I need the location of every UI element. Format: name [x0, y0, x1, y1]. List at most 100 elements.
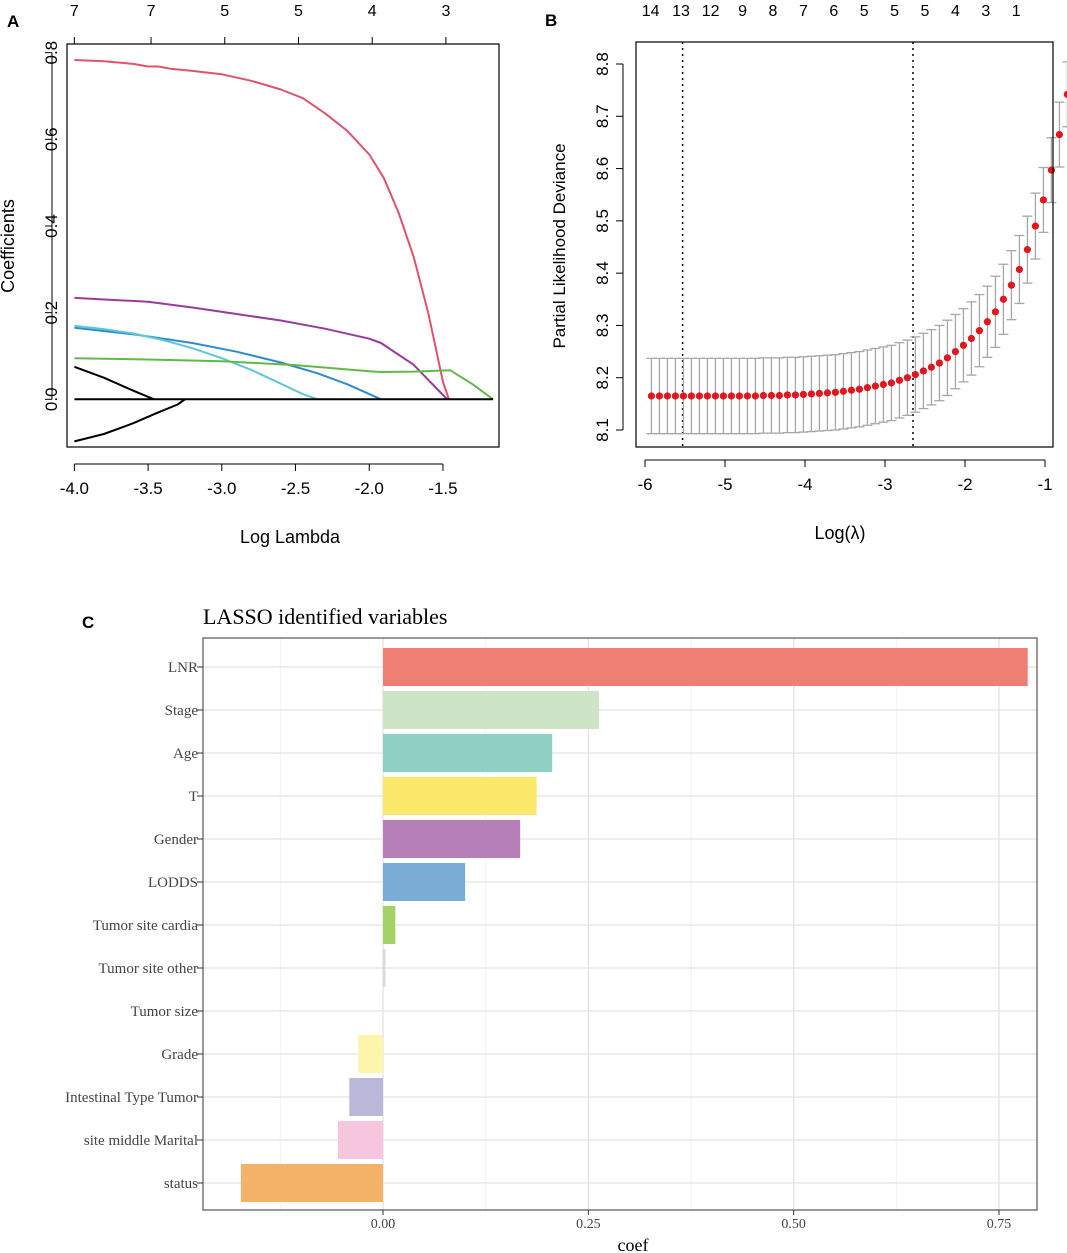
y-tick-label: 8.8: [593, 52, 612, 76]
x-tick-label: -3.0: [207, 479, 236, 498]
y-tick-label: 0.0: [42, 387, 61, 411]
deviance-point: [751, 392, 760, 400]
category-label: site middle Marital: [84, 1133, 198, 1149]
y-tick-label: 8.3: [593, 314, 612, 338]
x-tick-label: -3.5: [133, 479, 162, 498]
coefficient-bar-8: [383, 949, 386, 987]
y-tick-label: 8.7: [593, 104, 612, 128]
deviance-point: [647, 392, 656, 400]
deviance-point: [935, 359, 944, 367]
deviance-point: [919, 367, 928, 375]
deviance-point: [695, 392, 704, 400]
coefficient-bar-7: [383, 906, 396, 944]
y-tick-label: 8.1: [593, 418, 612, 442]
y-tick-label: 0.8: [42, 41, 61, 65]
coefficient-bar-3: [383, 734, 553, 772]
x-tick-label: -2.0: [355, 479, 384, 498]
top-tick-label: 4: [368, 3, 377, 20]
deviance-point: [671, 392, 680, 400]
coefficient-bar-12: [337, 1121, 383, 1159]
category-label: Gender: [154, 832, 198, 848]
x-tick-label: -2.5: [281, 479, 310, 498]
y-tick-label: 8.5: [593, 209, 612, 233]
deviance-point: [679, 392, 688, 400]
panel-label-a: A: [7, 12, 19, 31]
panel-label-c: C: [82, 613, 94, 632]
panel-a-top-axis: 7 7 5 5 4 3: [70, 3, 450, 45]
deviance-point: [943, 354, 952, 362]
panel-a-x-axis: -4.0 -3.5 -3.0 -2.5 -2.0 -1.5: [60, 463, 458, 498]
panel-label-b: B: [545, 11, 557, 30]
top-tick-label: 7: [799, 3, 808, 20]
coefficient-path-black-upper: [74, 365, 155, 401]
coefficient-bar-10: [358, 1035, 383, 1073]
deviance-point: [711, 392, 720, 400]
x-tick-label: -2: [957, 475, 972, 494]
deviance-point: [1031, 222, 1039, 230]
top-tick-label: 12: [702, 3, 720, 20]
category-label: LODDS: [148, 875, 198, 891]
deviance-point: [1063, 90, 1067, 98]
deviance-point: [791, 391, 800, 399]
coefficient-path-green: [74, 357, 494, 401]
x-tick-label: 0.00: [371, 1217, 396, 1232]
panel-c-plot-area: [202, 637, 1038, 1211]
deviance-point: [967, 334, 976, 343]
panel-b-x-axis: -6 -5 -4 -3 -2 -1: [637, 459, 1053, 494]
y-tick-label: 0.2: [42, 301, 61, 325]
coefficient-path-blue: [74, 326, 382, 401]
panel-b: B 14 13 12 9 8 7 6 5 5 5 4 3 1 -6 -5 -4 -3 -2 -1 8.18.28.…: [545, 3, 1067, 543]
y-tick-label: 0.6: [42, 127, 61, 151]
x-tick-label: 0.75: [987, 1217, 1012, 1232]
coefficient-bar-4: [383, 777, 537, 815]
deviance-point: [983, 318, 992, 326]
x-tick-label: 0.50: [781, 1217, 806, 1232]
deviance-point: [1007, 281, 1016, 289]
top-tick-label: 14: [642, 3, 660, 20]
panel-c: C LASSO identified variables LNR Stage Age…: [65, 604, 1038, 1253]
deviance-point: [775, 391, 784, 400]
coefficient-path-cyan: [74, 324, 318, 401]
coefficient-path-purple: [74, 296, 449, 401]
panel-a-plot-border: [66, 43, 500, 448]
deviance-point: [991, 308, 1000, 316]
deviance-point: [815, 389, 824, 397]
top-tick-label: 8: [769, 3, 778, 20]
x-tick-label: -5: [717, 475, 732, 494]
category-label: Intestinal Type Tumor: [65, 1090, 198, 1106]
panel-b-top-axis: 14 13 12 9 8 7 6 5 5 5 4 3 1: [642, 3, 1021, 20]
deviance-point: [887, 379, 896, 387]
panel-a: A 7 7 5 5 4 3 -4.0 -3.5 -3.0 -2.5 -2.0 -1.5 0.0 0.2…: [0, 3, 500, 547]
top-tick-label: 7: [147, 3, 156, 20]
panel-b-plot-area: [635, 41, 1067, 448]
y-tick-label: 8.6: [593, 157, 612, 181]
deviance-point: [1015, 265, 1024, 274]
deviance-point: [663, 392, 672, 400]
deviance-point: [879, 380, 888, 389]
top-tick-label: 5: [220, 3, 229, 20]
deviance-point: [759, 391, 768, 400]
category-label: Stage: [165, 703, 199, 719]
x-tick-label: -1: [1037, 475, 1052, 494]
category-label: Tumor size: [131, 1004, 199, 1020]
category-label: Tumor site other: [99, 961, 198, 977]
deviance-point: [799, 390, 808, 399]
y-tick-label: 0.4: [42, 214, 61, 238]
x-tick-label: 0.25: [576, 1217, 601, 1232]
top-tick-label: 4: [951, 3, 960, 20]
deviance-point: [1023, 246, 1031, 254]
deviance-point: [999, 295, 1008, 303]
top-tick-label: 5: [921, 3, 930, 20]
coefficient-bar-5: [383, 820, 521, 858]
top-tick-label: 5: [890, 3, 899, 20]
panel-c-title: LASSO identified variables: [203, 604, 447, 629]
deviance-point: [1039, 196, 1047, 204]
x-tick-label: -4: [797, 475, 812, 494]
x-tick-label: -3: [877, 475, 892, 494]
deviance-point: [847, 386, 856, 394]
deviance-point: [767, 391, 776, 400]
panel-c-background: [203, 638, 1037, 1210]
panel-c-x-axis: 0.00 0.25 0.50 0.75: [371, 1210, 1012, 1232]
deviance-point: [1055, 130, 1063, 139]
top-tick-label: 1: [1012, 3, 1021, 20]
